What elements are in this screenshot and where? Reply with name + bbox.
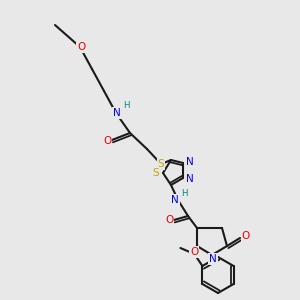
Text: O: O	[165, 215, 173, 225]
Text: H: H	[123, 101, 129, 110]
Text: H: H	[181, 188, 187, 197]
Text: O: O	[242, 231, 250, 241]
Text: S: S	[153, 168, 159, 178]
Text: S: S	[158, 159, 164, 169]
Text: N: N	[209, 254, 217, 264]
Text: O: O	[103, 136, 111, 146]
Text: N: N	[171, 195, 179, 205]
Text: O: O	[77, 42, 85, 52]
Text: N: N	[186, 174, 194, 184]
Text: N: N	[186, 157, 194, 167]
Text: O: O	[190, 247, 199, 257]
Text: N: N	[113, 108, 121, 118]
